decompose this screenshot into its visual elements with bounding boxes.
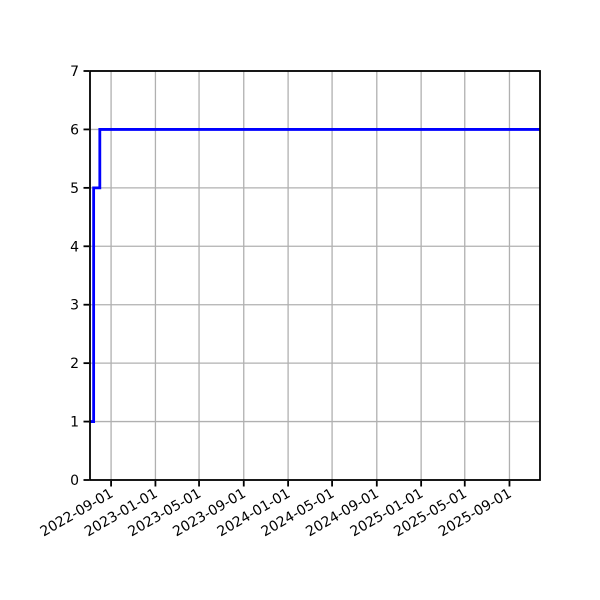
- y-tick-label: 1: [70, 415, 79, 431]
- y-tick-label: 5: [70, 181, 79, 197]
- y-tick-label: 7: [70, 64, 79, 80]
- y-tick-label: 0: [70, 473, 79, 489]
- y-tick-label: 6: [70, 122, 79, 138]
- y-tick-label: 2: [70, 356, 79, 372]
- data-line: [90, 128, 540, 423]
- plot-border: [89, 70, 541, 481]
- y-tick-label: 4: [70, 239, 79, 255]
- y-tick-label: 3: [70, 298, 79, 314]
